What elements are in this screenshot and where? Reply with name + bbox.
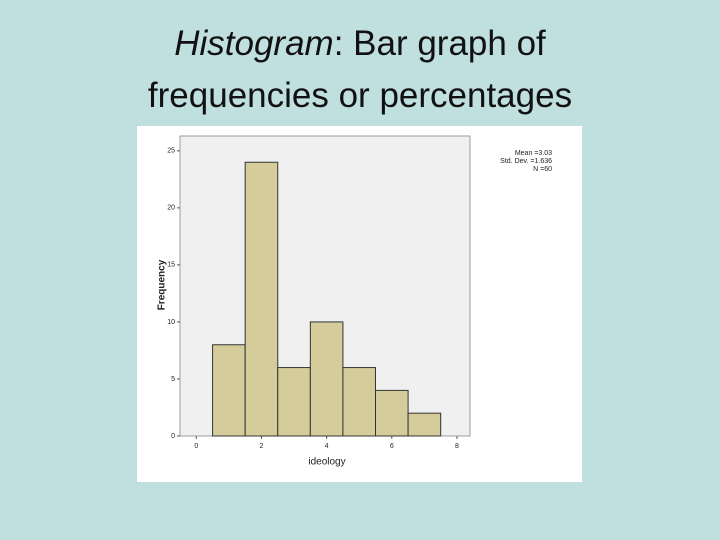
x-tick-label: 8 (455, 443, 459, 450)
y-tick-label: 15 (167, 262, 175, 269)
bar (212, 344, 246, 437)
title-text: Histogram: Bar graph of frequencies or p… (100, 18, 620, 122)
bar (375, 389, 409, 437)
y-tick-label: 20 (167, 205, 175, 212)
title-emphasis: Histogram (174, 24, 334, 63)
x-tick-label: 6 (390, 443, 394, 450)
stat-label: Std. Dev. =1.636 (500, 158, 552, 165)
bar (277, 367, 311, 437)
y-tick-label: 25 (167, 148, 175, 155)
y-tick-label: 10 (167, 319, 175, 326)
x-tick-label: 0 (194, 443, 198, 450)
stat-label: N =60 (533, 166, 552, 173)
x-tick-label: 4 (325, 443, 329, 450)
slide-title: Histogram: Bar graph of frequencies or p… (0, 18, 720, 122)
y-tick-label: 5 (171, 376, 175, 383)
bar (407, 412, 442, 437)
y-axis-label: Frequency (157, 259, 168, 310)
title-rest: : Bar graph of frequencies or percentage… (147, 24, 573, 115)
bar (244, 161, 279, 437)
y-tick-label: 0 (171, 433, 175, 440)
x-axis-label: ideology (308, 457, 345, 468)
bar (309, 321, 344, 437)
bar (342, 367, 377, 437)
stat-label: Mean =3.03 (515, 150, 552, 157)
x-tick-label: 2 (260, 443, 264, 450)
